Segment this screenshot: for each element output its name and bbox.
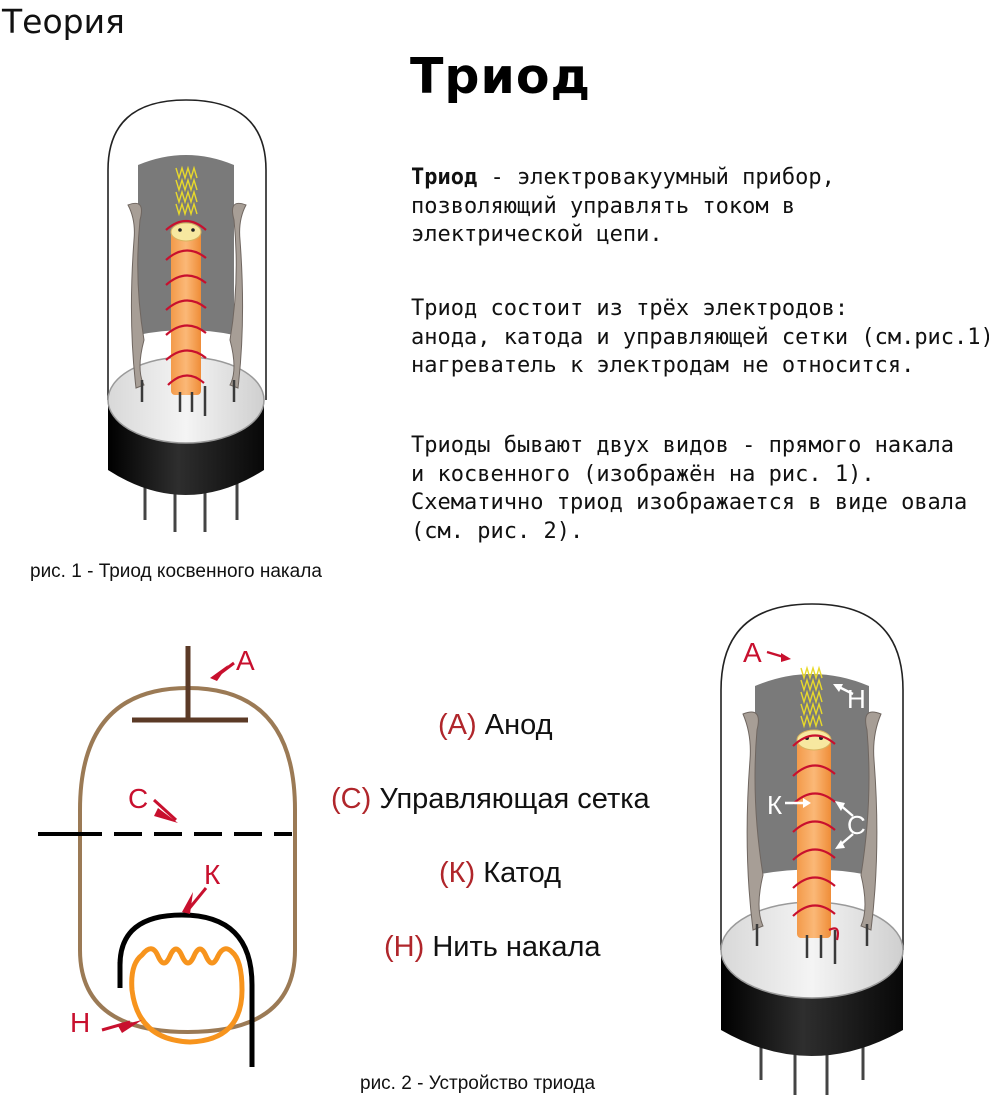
page-title: Триод xyxy=(410,48,592,105)
types-line-1: Триоды бывают двух видов - прямого накал… xyxy=(411,433,955,458)
schematic-bulb-icon xyxy=(78,685,297,1035)
composition-line-1: Триод состоит из трёх электродов: xyxy=(411,296,849,321)
legend-grid-label: Управляющая сетка xyxy=(379,783,650,815)
schematic-triode: А С К Н xyxy=(38,645,297,1067)
tube-arrows-icon xyxy=(766,650,854,849)
glass-bulb-icon xyxy=(107,99,267,400)
definition-term: Триод xyxy=(411,165,478,190)
composition-line-2: анода, катода и управляющей сетки (см.ри… xyxy=(411,324,989,350)
definition-line-3: электрической цепи. xyxy=(411,222,663,247)
definition-line-2: позволяющий управлять током в xyxy=(411,193,796,219)
schematic-heater-icon xyxy=(129,946,245,1045)
glass-bulb-icon xyxy=(720,603,904,950)
cathode-icon xyxy=(797,738,831,938)
figure2-caption: рис. 2 - Устройство триода xyxy=(360,1073,596,1094)
types-line-2: и косвенного (изображён на рис. 1). xyxy=(411,461,875,487)
legend-heater-code: (Н) xyxy=(384,931,425,963)
grid-spiral-icon xyxy=(792,734,840,941)
legend-grid: (С) Управляющая сетка xyxy=(331,783,650,816)
definition-line-1: - электровакуумный прибор, xyxy=(477,165,835,190)
schematic-label-heater: Н xyxy=(70,1007,90,1038)
left-plate-icon xyxy=(742,711,764,931)
right-plate-icon xyxy=(229,202,247,389)
schematic-cathode-icon xyxy=(117,912,255,1067)
schematic-label-cathode: К xyxy=(204,859,221,890)
legend-cathode-code: (К) xyxy=(439,857,476,889)
figure2-tube-illustration: А Н К С xyxy=(720,603,904,1095)
legend-anode-label: Анод xyxy=(484,709,553,741)
grid-spiral-icon xyxy=(165,219,207,386)
section-label: Теория xyxy=(2,2,125,41)
schematic-anode-icon xyxy=(132,646,248,723)
heater-filament-icon xyxy=(800,665,823,729)
heater-filament-icon xyxy=(175,165,198,217)
legend-anode: (А) Анод xyxy=(438,709,553,742)
legend-anode-code: (А) xyxy=(438,709,477,741)
tube-label-cathode: К xyxy=(767,790,782,820)
right-plate-icon xyxy=(860,711,882,931)
cathode-icon xyxy=(171,230,201,395)
inner-leads-icon xyxy=(755,924,869,964)
figure1-tube-illustration xyxy=(107,99,267,532)
cathode-pin-dot-icon xyxy=(191,228,195,232)
figure1-caption: рис. 1 - Триод косвенного накала xyxy=(30,561,322,582)
legend-cathode: (К) Катод xyxy=(439,857,561,890)
legend-grid-code: (С) xyxy=(331,783,372,815)
left-plate-icon xyxy=(127,202,145,389)
composition-paragraph: Триод состоит из трёх электродов: анода,… xyxy=(411,295,989,381)
pins-icon xyxy=(143,480,239,532)
legend-heater: (Н) Нить накала xyxy=(384,931,601,964)
types-line-3: Схематично триод изображается в виде ова… xyxy=(411,490,968,515)
inner-leads-icon xyxy=(140,380,236,416)
tube-label-heater: Н xyxy=(847,684,866,714)
tube-label-grid: С xyxy=(847,810,866,840)
legend-cathode-label: Катод xyxy=(483,857,562,889)
definition-paragraph: Триод - электровакуумный прибор, позволя… xyxy=(411,164,835,250)
composition-line-3: нагреватель к электродам не относится. xyxy=(411,353,915,378)
tube-label-anode: А xyxy=(743,637,762,668)
types-paragraph: Триоды бывают двух видов - прямого накал… xyxy=(411,432,967,546)
cathode-top-icon xyxy=(170,222,202,242)
types-line-4: (см. рис. 2). xyxy=(411,518,584,544)
schematic-label-grid: С xyxy=(128,783,148,814)
schematic-label-anode: А xyxy=(236,645,255,676)
cathode-pin-dot-icon xyxy=(178,228,182,232)
legend-heater-label: Нить накала xyxy=(432,931,601,963)
